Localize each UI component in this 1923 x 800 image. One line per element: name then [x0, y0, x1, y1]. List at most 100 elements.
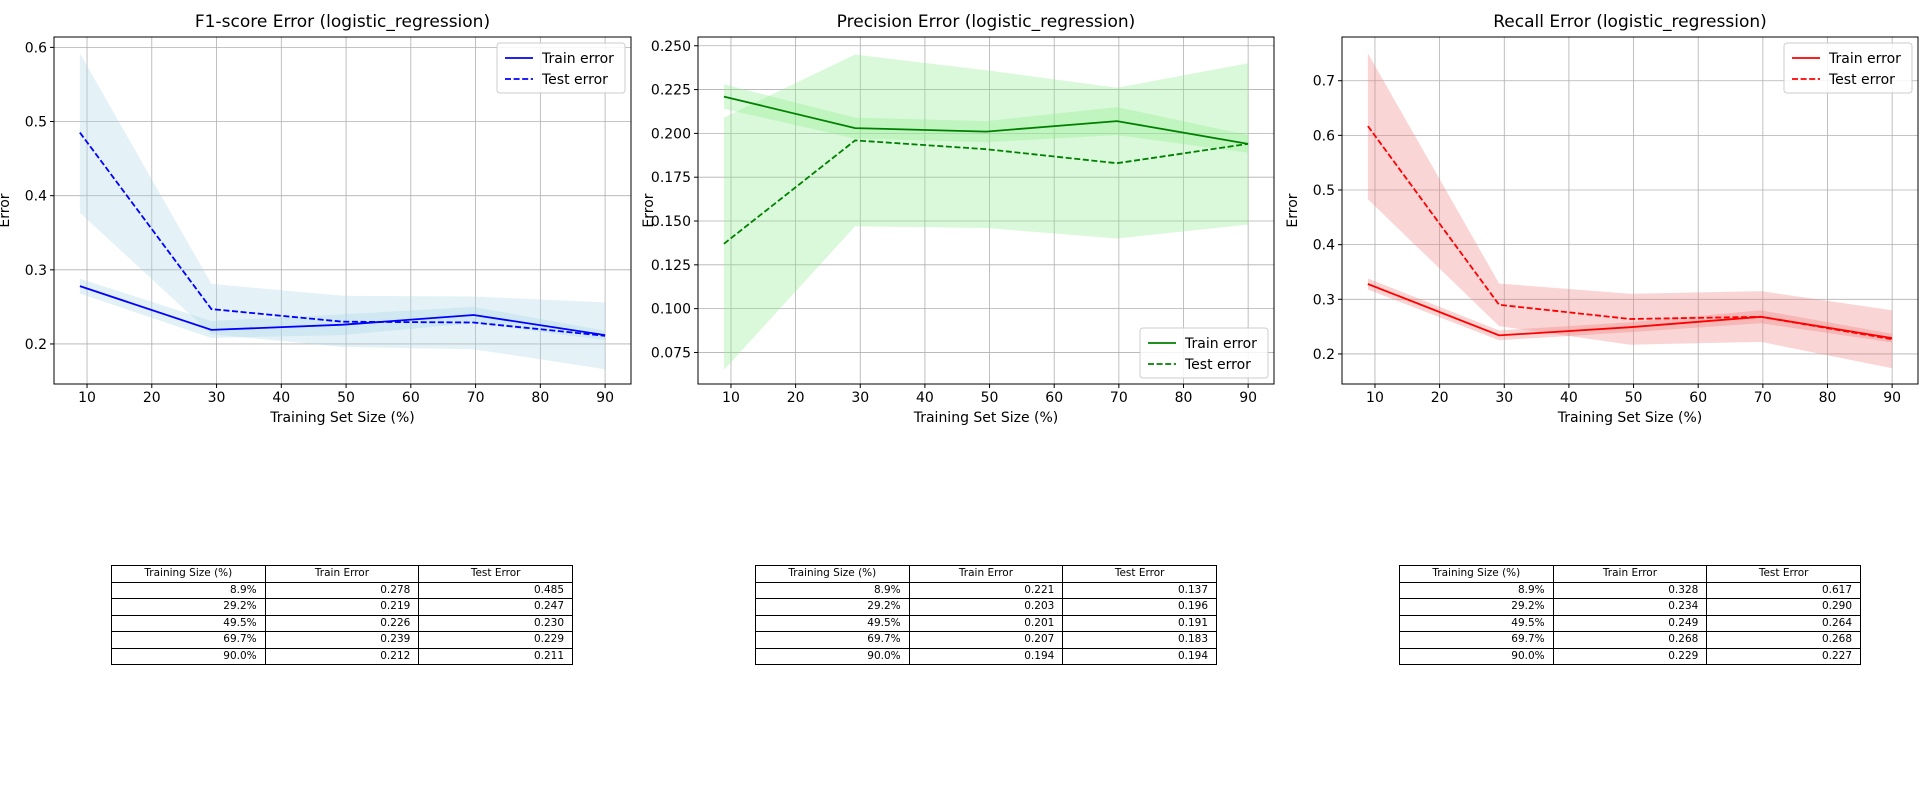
recall-legend-box	[1783, 42, 1913, 94]
table-cell: 0.219	[264, 598, 420, 616]
table-header-cell: Train Error	[264, 565, 420, 583]
recall-xtick-label: 40	[1560, 390, 1578, 406]
table-cell: 0.227	[1706, 647, 1861, 665]
table-cell: 90.0%	[755, 647, 910, 665]
recall-y-axis-label: Error	[1285, 193, 1301, 227]
table-cell: 0.617	[1706, 581, 1861, 599]
recall-line-test	[1367, 125, 1893, 341]
table-cell: 0.249	[1552, 614, 1708, 632]
recall-xtick-label: 90	[1883, 390, 1901, 406]
recall-xtick-label: 20	[1431, 390, 1449, 406]
table-header-row: Training Size (%) Train Error Test Error	[1399, 565, 1861, 583]
recall-axes-frame	[1341, 36, 1919, 385]
precision-xtick-label: 10	[722, 390, 740, 406]
precision-line-test	[723, 139, 1249, 245]
precision-xtick-label: 50	[981, 390, 999, 406]
table-cell: 0.183	[1062, 631, 1217, 649]
table-row: 90.0% 0.212 0.211	[111, 647, 573, 665]
table-cell: 49.5%	[755, 614, 910, 632]
table-header-cell: Training Size (%)	[1399, 565, 1554, 583]
f1-band-train	[79, 278, 606, 341]
recall-xtick-label: 70	[1754, 390, 1772, 406]
recall-xtick-label: 80	[1819, 390, 1837, 406]
f1-xtick-label: 10	[78, 390, 96, 406]
table-cell: 49.5%	[111, 614, 266, 632]
precision-x-axis-label: Training Set Size (%)	[913, 410, 1059, 426]
precision-ytick-label: 0.250	[651, 39, 691, 55]
f1-legend-label-test: Test error	[541, 72, 608, 88]
f1-xtick-label: 40	[272, 390, 290, 406]
recall-legend-label-train: Train error	[1828, 51, 1901, 67]
f1-xtick-label: 50	[337, 390, 355, 406]
table-row: 8.9% 0.328 0.617	[1399, 581, 1861, 599]
table-cell: 29.2%	[755, 598, 910, 616]
recall-legend: Train error Test error	[1783, 42, 1913, 94]
table-row: 49.5% 0.201 0.191	[755, 614, 1217, 632]
f1-xtick-label: 30	[208, 390, 226, 406]
table-cell: 69.7%	[1399, 631, 1554, 649]
table-cell: 0.212	[264, 647, 420, 665]
table-cell: 0.196	[1062, 598, 1217, 616]
table-cell: 0.229	[418, 631, 573, 649]
table-cell: 0.268	[1552, 631, 1708, 649]
f1-x-axis-label: Training Set Size (%)	[269, 410, 415, 426]
recall-xtick-label: 30	[1495, 390, 1513, 406]
f1-legend: Train error Test error	[496, 42, 626, 94]
table-header-cell: Test Error	[418, 565, 573, 583]
precision-xtick-label: 30	[851, 390, 869, 406]
precision-ytick-label: 0.175	[651, 170, 691, 186]
table-header-cell: Test Error	[1706, 565, 1861, 583]
recall-xtick-label: 10	[1366, 390, 1384, 406]
table-cell: 69.7%	[755, 631, 910, 649]
f1-line-test	[79, 132, 606, 337]
recall-x-axis-label: Training Set Size (%)	[1557, 410, 1703, 426]
precision-ytick-label: 0.225	[651, 83, 691, 99]
table-cell: 0.239	[264, 631, 420, 649]
table-cell: 0.268	[1706, 631, 1861, 649]
precision-xtick-label: 70	[1110, 390, 1128, 406]
table-cell: 0.229	[1552, 647, 1708, 665]
table-header-cell: Test Error	[1062, 565, 1217, 583]
table-cell: 0.290	[1706, 598, 1861, 616]
f1-legend-box	[496, 42, 626, 94]
precision-chart-title: Precision Error (logistic_regression)	[837, 12, 1136, 32]
table-header-cell: Training Size (%)	[111, 565, 266, 583]
f1-ytick-label: 0.5	[25, 115, 47, 131]
precision-band-test	[723, 54, 1249, 370]
table-cell: 0.226	[264, 614, 420, 632]
table-header-cell: Train Error	[1552, 565, 1708, 583]
table-cell: 0.207	[908, 631, 1064, 649]
table-row: 49.5% 0.249 0.264	[1399, 614, 1861, 632]
table-row: 29.2% 0.234 0.290	[1399, 598, 1861, 616]
table-cell: 0.203	[908, 598, 1064, 616]
table-cell: 0.230	[418, 614, 573, 632]
precision-legend-label-test: Test error	[1184, 357, 1251, 373]
table-cell: 0.221	[908, 581, 1064, 599]
f1-band-test	[79, 53, 606, 370]
table-cell: 0.485	[418, 581, 573, 599]
table-row: 90.0% 0.229 0.227	[1399, 647, 1861, 665]
table-cell: 90.0%	[1399, 647, 1554, 665]
f1-ytick-label: 0.3	[25, 263, 47, 279]
table-row: 69.7% 0.239 0.229	[111, 631, 573, 649]
table-cell: 69.7%	[111, 631, 266, 649]
table-cell: 29.2%	[1399, 598, 1554, 616]
f1-axes-frame	[53, 36, 632, 385]
f1-ytick-label: 0.4	[25, 189, 47, 205]
f1-xtick-label: 90	[596, 390, 614, 406]
precision-band-train	[723, 84, 1249, 153]
f1-legend-label-train: Train error	[541, 51, 614, 67]
precision-ytick-label: 0.150	[651, 214, 691, 230]
precision-xtick-label: 20	[787, 390, 805, 406]
table-row: 29.2% 0.203 0.196	[755, 598, 1217, 616]
precision-ytick-label: 0.075	[651, 345, 691, 361]
recall-legend-label-test: Test error	[1828, 72, 1895, 88]
table-row: 29.2% 0.219 0.247	[111, 598, 573, 616]
recall-ytick-label: 0.3	[1313, 292, 1335, 308]
recall-error-table: Training Size (%) Train Error Test Error 8.…	[1399, 565, 1861, 665]
f1-xtick-label: 70	[467, 390, 485, 406]
table-cell: 0.191	[1062, 614, 1217, 632]
precision-ytick-label: 0.100	[651, 302, 691, 318]
recall-chart: 10 20 30 40 50 60 70 80 90 0.2 0.3 0.4 0.5 0.6 0.7 Reca…	[1285, 12, 1919, 426]
